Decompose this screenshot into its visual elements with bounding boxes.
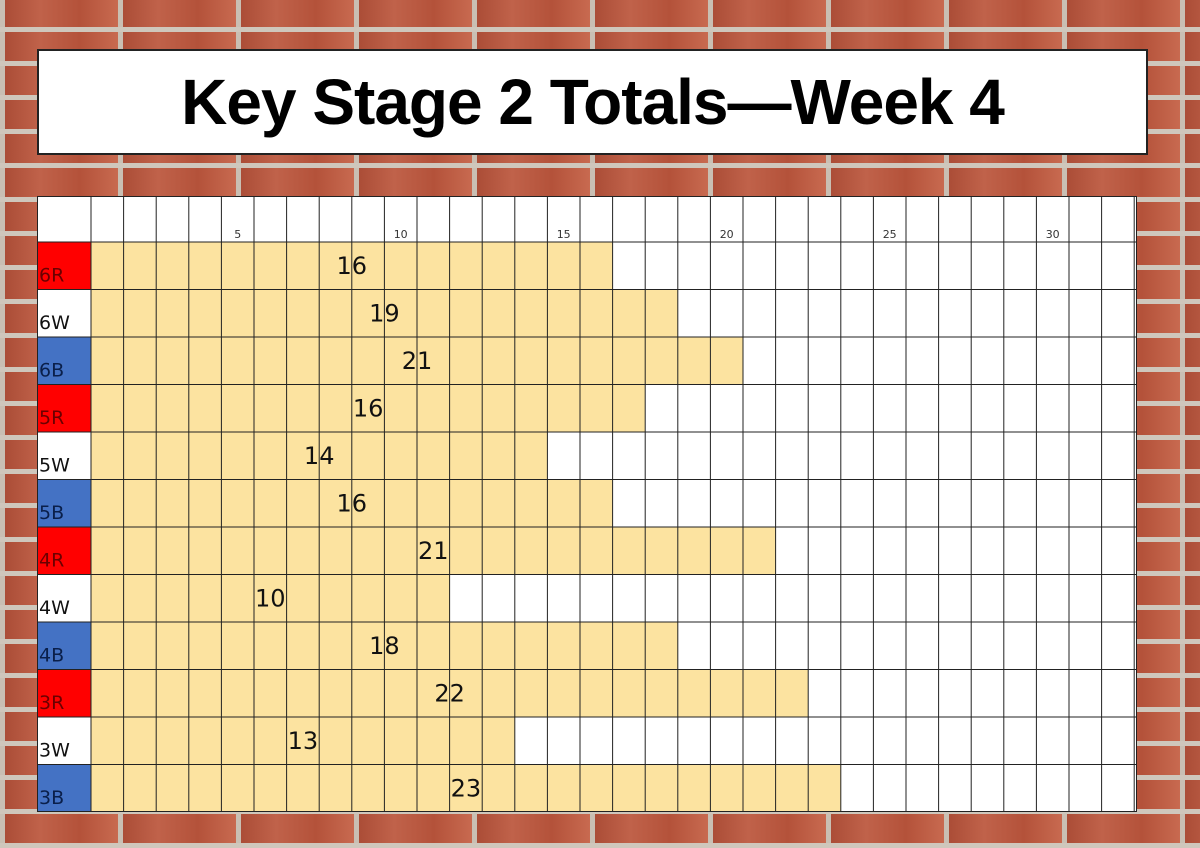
bar-value-label: 21 xyxy=(418,537,449,565)
x-tick-label: 30 xyxy=(1046,228,1060,241)
page-title: Key Stage 2 Totals—Week 4 xyxy=(181,66,1005,138)
row-label: 3B xyxy=(39,787,64,809)
bar xyxy=(91,717,515,765)
row-label-cell xyxy=(37,337,91,385)
bar-value-label: 16 xyxy=(337,252,368,280)
row-label-cell xyxy=(37,717,91,765)
row-label: 4B xyxy=(39,645,64,667)
row-label-cell xyxy=(37,622,91,670)
x-tick-label: 25 xyxy=(883,228,897,241)
row-label: 5W xyxy=(39,455,70,477)
x-tick-label: 15 xyxy=(557,228,571,241)
bar xyxy=(91,764,841,812)
row-label-cell xyxy=(37,242,91,290)
row-label: 5R xyxy=(39,407,64,429)
bar-value-label: 18 xyxy=(369,632,400,660)
row-label-cell xyxy=(37,432,91,480)
row-label: 6W xyxy=(39,312,70,334)
row-label-cell xyxy=(37,527,91,575)
row-label: 6R xyxy=(39,265,64,287)
row-label-cell xyxy=(37,479,91,527)
row-label-cell xyxy=(37,574,91,622)
chart-border xyxy=(37,196,1137,812)
bar xyxy=(91,384,646,432)
x-tick-label: 20 xyxy=(720,228,734,241)
x-tick-label: 10 xyxy=(394,228,408,241)
bar-value-label: 13 xyxy=(288,727,319,755)
row-label: 4W xyxy=(39,597,70,619)
bar-value-label: 16 xyxy=(353,394,384,422)
row-label: 6B xyxy=(39,360,64,382)
bar-value-label: 16 xyxy=(337,489,368,517)
row-label-cell xyxy=(37,669,91,717)
bar-value-label: 14 xyxy=(304,442,335,470)
chart-svg: 5 10 15 20 25 306R6W6B5R5W5B4R4W4B3R3W3B16192… xyxy=(37,196,1137,812)
bar-value-label: 10 xyxy=(255,584,286,612)
bar xyxy=(91,574,450,622)
bar-chart: 5 10 15 20 25 30 6R 6W 6B 5R 5W 5B 4R 4W 4B 3R 3W 3B 16 19 2… xyxy=(37,196,1137,812)
row-label: 3R xyxy=(39,692,64,714)
title-banner: Key Stage 2 Totals—Week 4 xyxy=(37,49,1148,155)
row-label-cell xyxy=(37,384,91,432)
row-label: 5B xyxy=(39,502,64,524)
bar-value-label: 22 xyxy=(434,679,465,707)
row-label: 3W xyxy=(39,740,70,762)
bar xyxy=(91,527,776,575)
row-label: 4R xyxy=(39,550,64,572)
bar-value-label: 19 xyxy=(369,299,400,327)
bar-value-label: 23 xyxy=(451,774,482,802)
row-label-cell xyxy=(37,289,91,337)
bar-value-label: 21 xyxy=(402,347,433,375)
row-label-cell xyxy=(37,764,91,812)
x-tick-label: 5 xyxy=(234,228,241,241)
